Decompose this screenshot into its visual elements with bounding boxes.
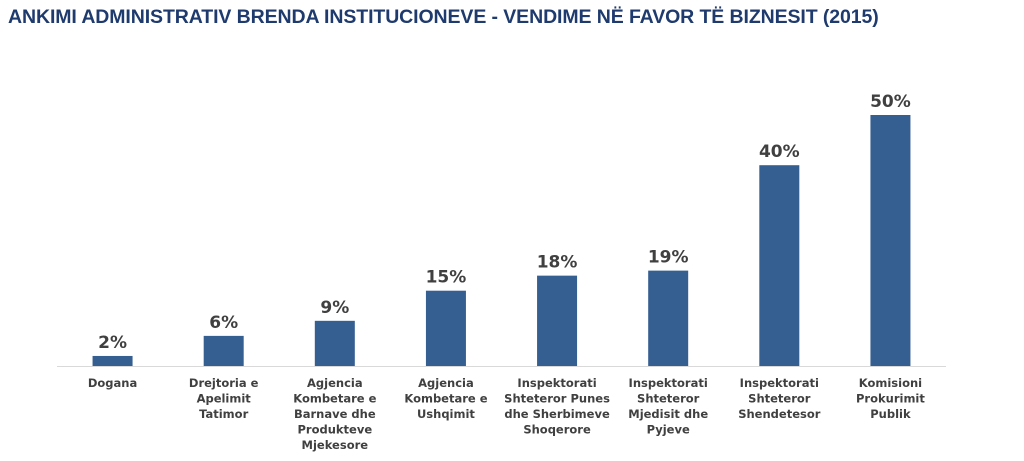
bar (314, 320, 355, 366)
bar (759, 165, 800, 366)
category-label: Inspektorati Shteteror Mjedisit dhe Pyjeve (628, 376, 708, 437)
chart-title: ANKIMI ADMINISTRATIV BRENDA INSTITUCIONE… (8, 6, 879, 28)
category-label: Agjencia Kombetare e Ushqimit (404, 376, 487, 421)
category-label: Inspektorati Shteteror Punes dhe Sherbimev… (504, 376, 610, 437)
bar (537, 275, 578, 366)
data-label: 19% (648, 248, 689, 268)
data-label: 15% (426, 268, 467, 288)
bar (648, 270, 689, 366)
category-label: Dogana (88, 376, 137, 390)
bar (425, 290, 466, 366)
bar (870, 115, 911, 366)
category-label: Komisioni Prokurimit Publik (856, 376, 925, 421)
data-label: 2% (98, 333, 127, 353)
data-label: 18% (537, 253, 578, 273)
bar (203, 335, 244, 366)
category-label: Drejtoria e Apelimit Tatimor (189, 376, 259, 421)
category-label: Inspektorati Shteteror Shendetesor (738, 376, 821, 421)
bar (92, 355, 133, 366)
data-label: 50% (870, 92, 911, 112)
data-label: 6% (209, 313, 238, 333)
data-label: 40% (759, 142, 800, 162)
data-label: 9% (320, 298, 349, 318)
category-label: Agjencia Kombetare e Barnave dhe Produkteve… (293, 376, 376, 452)
